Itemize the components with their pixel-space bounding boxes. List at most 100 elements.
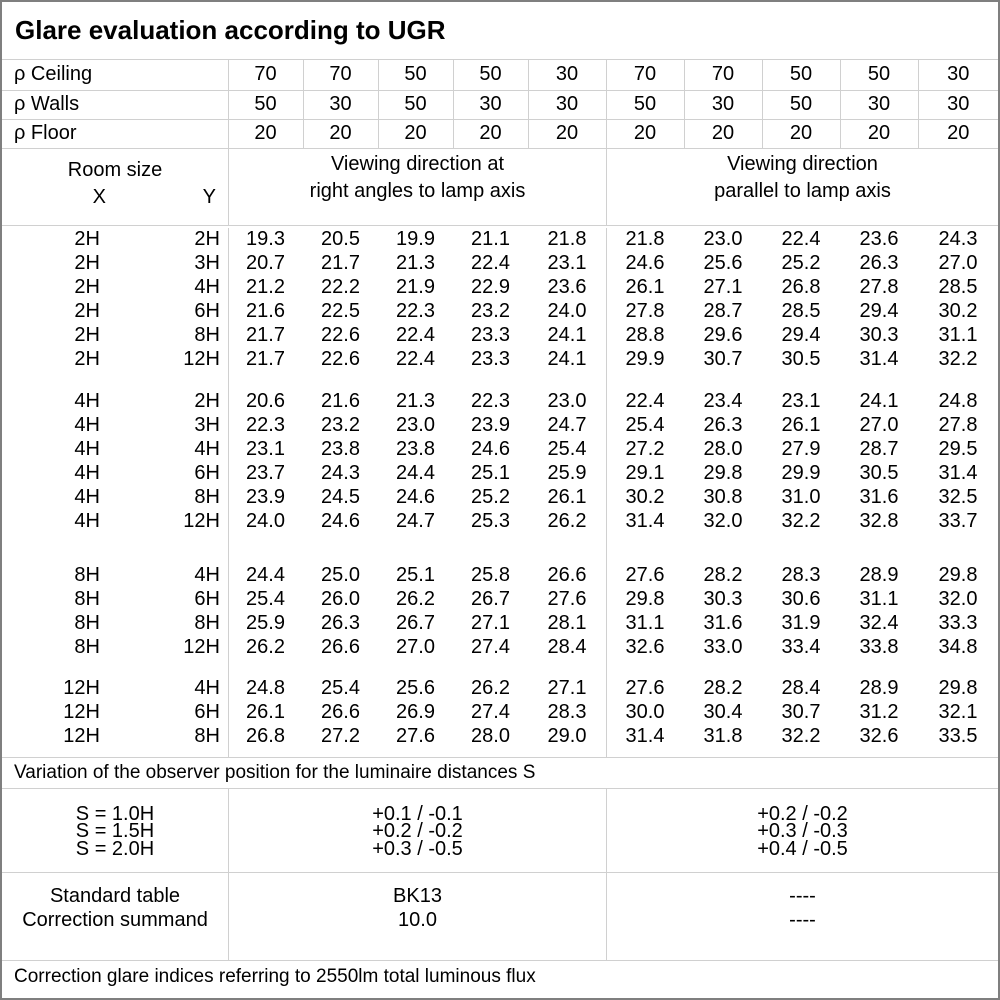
room-y-cell: 2H	[194, 228, 220, 250]
room-x-cell: 4H	[74, 510, 100, 532]
correction-summand-label: Correction summand	[22, 908, 208, 931]
ugr-value-right-angles: 27.1	[547, 677, 587, 699]
ugr-value-right-angles: 26.7	[396, 612, 435, 634]
ugr-value-parallel: 26.8	[781, 276, 821, 298]
summary-right-angles-values: BK13 10.0	[228, 872, 606, 960]
ugr-value-right-angles: 21.1	[471, 228, 510, 250]
ugr-value-parallel: 27.8	[938, 414, 978, 436]
ugr-value-parallel: 33.0	[703, 636, 743, 658]
page-title: Glare evaluation according to UGR	[2, 2, 998, 60]
ugr-value-parallel: 28.7	[703, 300, 743, 322]
room-x-cell: 12H	[63, 677, 100, 699]
room-x-cell: 2H	[74, 276, 100, 298]
reflectance-value: 70	[683, 60, 762, 91]
reflectance-value: 30	[302, 90, 378, 120]
summary-labels: Standard table Correction summand	[2, 873, 228, 960]
ugr-value-parallel: 26.1	[781, 414, 821, 436]
ugr-value-right-angles: 26.6	[547, 564, 587, 586]
ugr-value-parallel: 30.3	[703, 588, 743, 610]
ugr-row: 2H 12H 21.7 22.6 22.4 23.3 24.1 29.9 30.7 30.5 31.…	[2, 348, 998, 372]
variation-note: Variation of the observer position for t…	[2, 758, 998, 789]
ugr-block-4h: 4H 2H 20.6 21.6 21.3 22.3 23.0 22.4 23.4 23.1 24.1…	[2, 390, 998, 534]
ugr-value-parallel: 24.8	[938, 390, 978, 412]
ugr-value-right-angles: 24.4	[246, 564, 285, 586]
ugr-value-right-angles: 25.4	[547, 438, 587, 460]
ugr-row: 12H 8H 26.8 27.2 27.6 28.0 29.0 31.4 31.8 32.2 32.…	[2, 725, 998, 749]
ugr-value-right-angles: 22.2	[321, 276, 360, 298]
reflectance-value: 20	[227, 119, 303, 149]
parallel-group-header: Viewing direction parallel to lamp axis	[606, 148, 998, 225]
room-y-cell: 6H	[194, 462, 220, 484]
ugr-value-parallel: 29.8	[938, 677, 978, 699]
ugr-value-right-angles: 26.2	[547, 510, 587, 532]
ugr-value-parallel: 29.5	[938, 438, 978, 460]
ugr-value-parallel: 29.9	[781, 462, 821, 484]
ugr-value-parallel: 33.8	[859, 636, 899, 658]
ugr-value-parallel: 33.7	[938, 510, 978, 532]
room-y-cell: 8H	[194, 486, 220, 508]
ugr-value-parallel: 30.5	[859, 462, 899, 484]
reflectance-value: 50	[452, 60, 528, 91]
x-axis-label: X	[92, 185, 106, 208]
ugr-value-right-angles: 19.3	[246, 228, 285, 250]
ugr-value-right-angles: 25.0	[321, 564, 360, 586]
ugr-value-right-angles: 27.6	[396, 725, 435, 747]
ugr-value-right-angles: 23.8	[321, 438, 360, 460]
ugr-value-right-angles: 24.0	[547, 300, 587, 322]
parallel-header-line2: parallel to lamp axis	[714, 179, 891, 202]
ugr-value-parallel: 22.4	[781, 228, 821, 250]
ugr-value-parallel: 29.8	[625, 588, 665, 610]
ugr-value-parallel: 31.1	[859, 588, 899, 610]
ugr-value-right-angles: 21.6	[246, 300, 285, 322]
room-x-cell: 2H	[74, 348, 100, 370]
ugr-row: 8H 8H 25.9 26.3 26.7 27.1 28.1 31.1 31.6 31.9 32.4…	[2, 612, 998, 636]
ugr-value-parallel: 32.6	[859, 725, 899, 747]
ugr-value-parallel: 29.4	[859, 300, 899, 322]
room-y-cell: 3H	[194, 414, 220, 436]
room-x-cell: 4H	[74, 486, 100, 508]
distance-value: +0.3 / -0.3	[757, 820, 848, 842]
ugr-value-right-angles: 27.1	[471, 612, 510, 634]
parallel-header-line1: Viewing direction	[727, 152, 878, 175]
correction-summand-value: 10.0	[398, 908, 437, 931]
observer-distance-labels: S = 1.0H S = 1.5H S = 2.0H	[2, 789, 228, 872]
ugr-value-right-angles: 28.3	[547, 701, 587, 723]
right-angles-header-line1: Viewing direction at	[330, 152, 505, 175]
reflectance-value: 50	[227, 90, 303, 120]
ugr-value-right-angles: 22.4	[396, 348, 435, 370]
ugr-value-right-angles: 26.3	[321, 612, 360, 634]
ugr-value-parallel: 30.4	[703, 701, 743, 723]
summary-section: Standard table Correction summand BK13 1…	[2, 872, 998, 961]
reflectance-value: 50	[377, 60, 453, 91]
ugr-value-right-angles: 22.3	[396, 300, 435, 322]
reflectance-value: 20	[527, 119, 606, 149]
reflectance-value: 50	[761, 60, 840, 91]
ugr-value-parallel: 23.6	[859, 228, 899, 250]
ugr-value-right-angles: 22.3	[471, 390, 510, 412]
ugr-value-right-angles: 22.6	[321, 324, 360, 346]
reflectance-table: ρ Ceiling 70 70 50 50 30 70 70 50 50 30 ρ Walls 50 30…	[2, 60, 998, 149]
ugr-value-parallel: 26.3	[859, 252, 899, 274]
ugr-value-parallel: 32.1	[938, 701, 978, 723]
ugr-value-right-angles: 25.1	[471, 462, 510, 484]
room-x-cell: 4H	[74, 390, 100, 412]
ugr-value-right-angles: 26.7	[471, 588, 510, 610]
ugr-value-parallel: 30.6	[781, 588, 821, 610]
ugr-value-parallel: 25.6	[703, 252, 743, 274]
ugr-value-parallel: 31.6	[859, 486, 899, 508]
reflectance-row: ρ Ceiling 70 70 50 50 30 70 70 50 50 30	[2, 60, 998, 91]
standard-table-label: Standard table	[49, 884, 181, 907]
room-y-cell: 6H	[194, 300, 220, 322]
ugr-value-parallel: 24.3	[938, 228, 978, 250]
ugr-value-parallel: 29.1	[625, 462, 665, 484]
ugr-value-parallel: 30.2	[938, 300, 978, 322]
reflectance-value: 20	[917, 119, 998, 149]
ugr-value-parallel: 31.4	[938, 462, 978, 484]
ugr-value-right-angles: 21.7	[246, 348, 285, 370]
reflectance-label: ρ Floor	[2, 119, 228, 149]
ugr-value-right-angles: 23.9	[471, 414, 510, 436]
reflectance-value: 20	[605, 119, 684, 149]
observer-distance-section: S = 1.0H S = 1.5H S = 2.0H +0.1 / -0.1 +…	[2, 788, 998, 873]
ugr-value-right-angles: 26.8	[246, 725, 285, 747]
ugr-value-parallel: 31.4	[859, 348, 899, 370]
